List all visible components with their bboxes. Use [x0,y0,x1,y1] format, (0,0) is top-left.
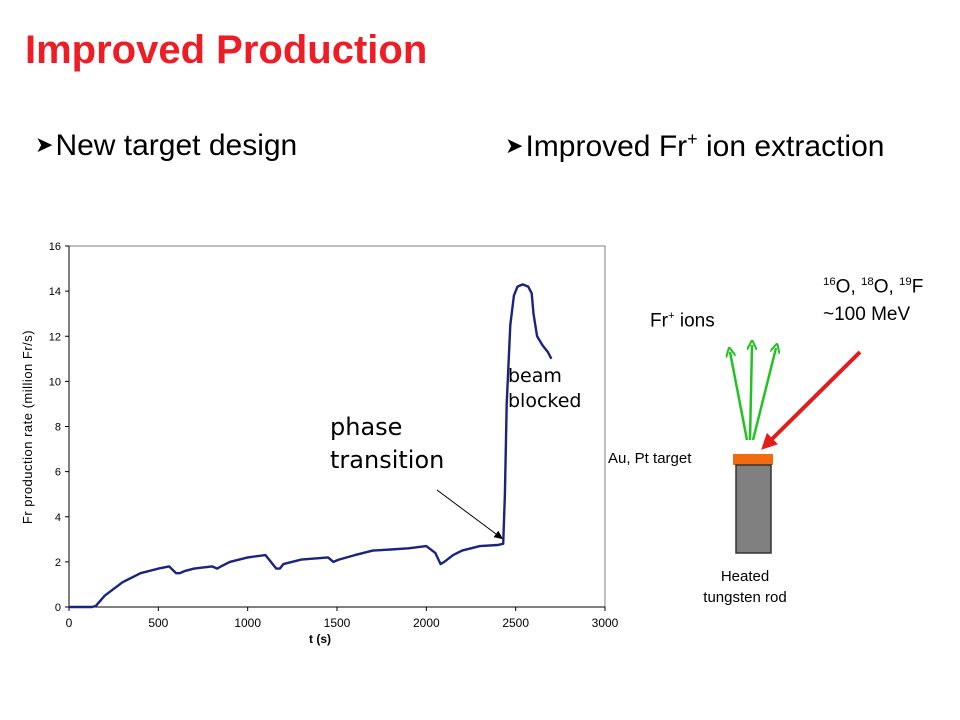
annotation-arrow [436,489,497,535]
bullet-text: New target design [55,129,298,162]
annotation-beam-line2: blocked [508,390,582,412]
y-tick-label: 4 [55,512,61,524]
beam-species: 16O, 18O, 19F [823,268,923,301]
slide-title: Improved Production [25,28,428,72]
x-tick-label: 0 [66,616,73,630]
x-tick-label: 3000 [592,616,619,630]
plot-area [68,245,606,608]
y-tick-label: 2 [55,557,61,569]
beam-arrow [761,350,862,450]
x-tick-label: 500 [148,616,168,630]
y-axis-label: Fr production rate (million Fr/s) [20,330,35,524]
fr-ions-pre: Fr [650,310,668,332]
ion-arrow-middle [750,345,752,441]
bullet-improved-extraction: ➤Improved Fr+ ion extraction [505,129,884,164]
beam-energy: ~100 MeV [823,304,911,326]
isotope-18: 18 [861,276,874,288]
series-line [69,283,553,609]
beam-label: 16O, 18O, 19F ~100 MeV [823,268,923,329]
fr-ions-sup: + [667,310,675,322]
y-tick-label: 6 [55,467,61,479]
x-tick-label: 1000 [234,616,261,630]
species-o: O, [835,276,862,298]
tungsten-rod [735,464,772,554]
isotope-19: 19 [899,276,912,288]
y-tick-label: 8 [55,422,61,434]
tick-labels: 0 2 4 6 8 10 12 14 16 0 500 1000 1500 2000 2500 3000 [49,241,619,630]
isotope-16: 16 [823,276,836,288]
x-tick-label: 2000 [413,616,440,630]
bullet-text-sup: + [687,129,698,149]
rod-label: Heated tungsten rod [690,566,800,608]
annotation-arrowhead [493,530,504,540]
ion-arrow-left [730,352,749,441]
target-label: Au, Pt target [608,450,692,467]
annotation-beam-line1: beam [508,365,562,387]
species-o2: O, [873,276,900,298]
x-tick-label: 2500 [502,616,529,630]
y-tick-label: 14 [49,286,61,298]
y-tick-label: 0 [55,602,61,614]
species-f: F [911,276,924,298]
bullet-text-post: ion extraction [697,130,885,163]
ion-arrow-right [751,348,776,441]
rod-label-line1: Heated [720,568,770,585]
fr-ions-post: ions [674,310,715,332]
rod-label-line2: tungsten rod [703,589,787,606]
y-tick-label: 16 [49,241,61,253]
arrow-bullet-icon: ➤ [35,132,54,157]
x-tick-label: 1500 [324,616,351,630]
annotation-phase-line2: transition [330,446,444,474]
y-tick-label: 10 [49,376,61,388]
target-foil [733,454,773,465]
bullet-text-pre: Improved Fr [525,130,688,163]
fr-ions-label: Fr+ ions [650,310,715,332]
x-axis-label: t (s) [309,632,331,646]
axes [65,245,606,611]
arrow-bullet-icon: ➤ [505,133,524,158]
annotation-phase-line1: phase [330,413,402,441]
bullet-new-target-design: ➤New target design [35,129,297,163]
fr-production-chart: 0 2 4 6 8 10 12 14 16 0 500 1000 1500 2000 2500 3000 t … [20,241,619,646]
y-tick-label: 12 [49,331,61,343]
